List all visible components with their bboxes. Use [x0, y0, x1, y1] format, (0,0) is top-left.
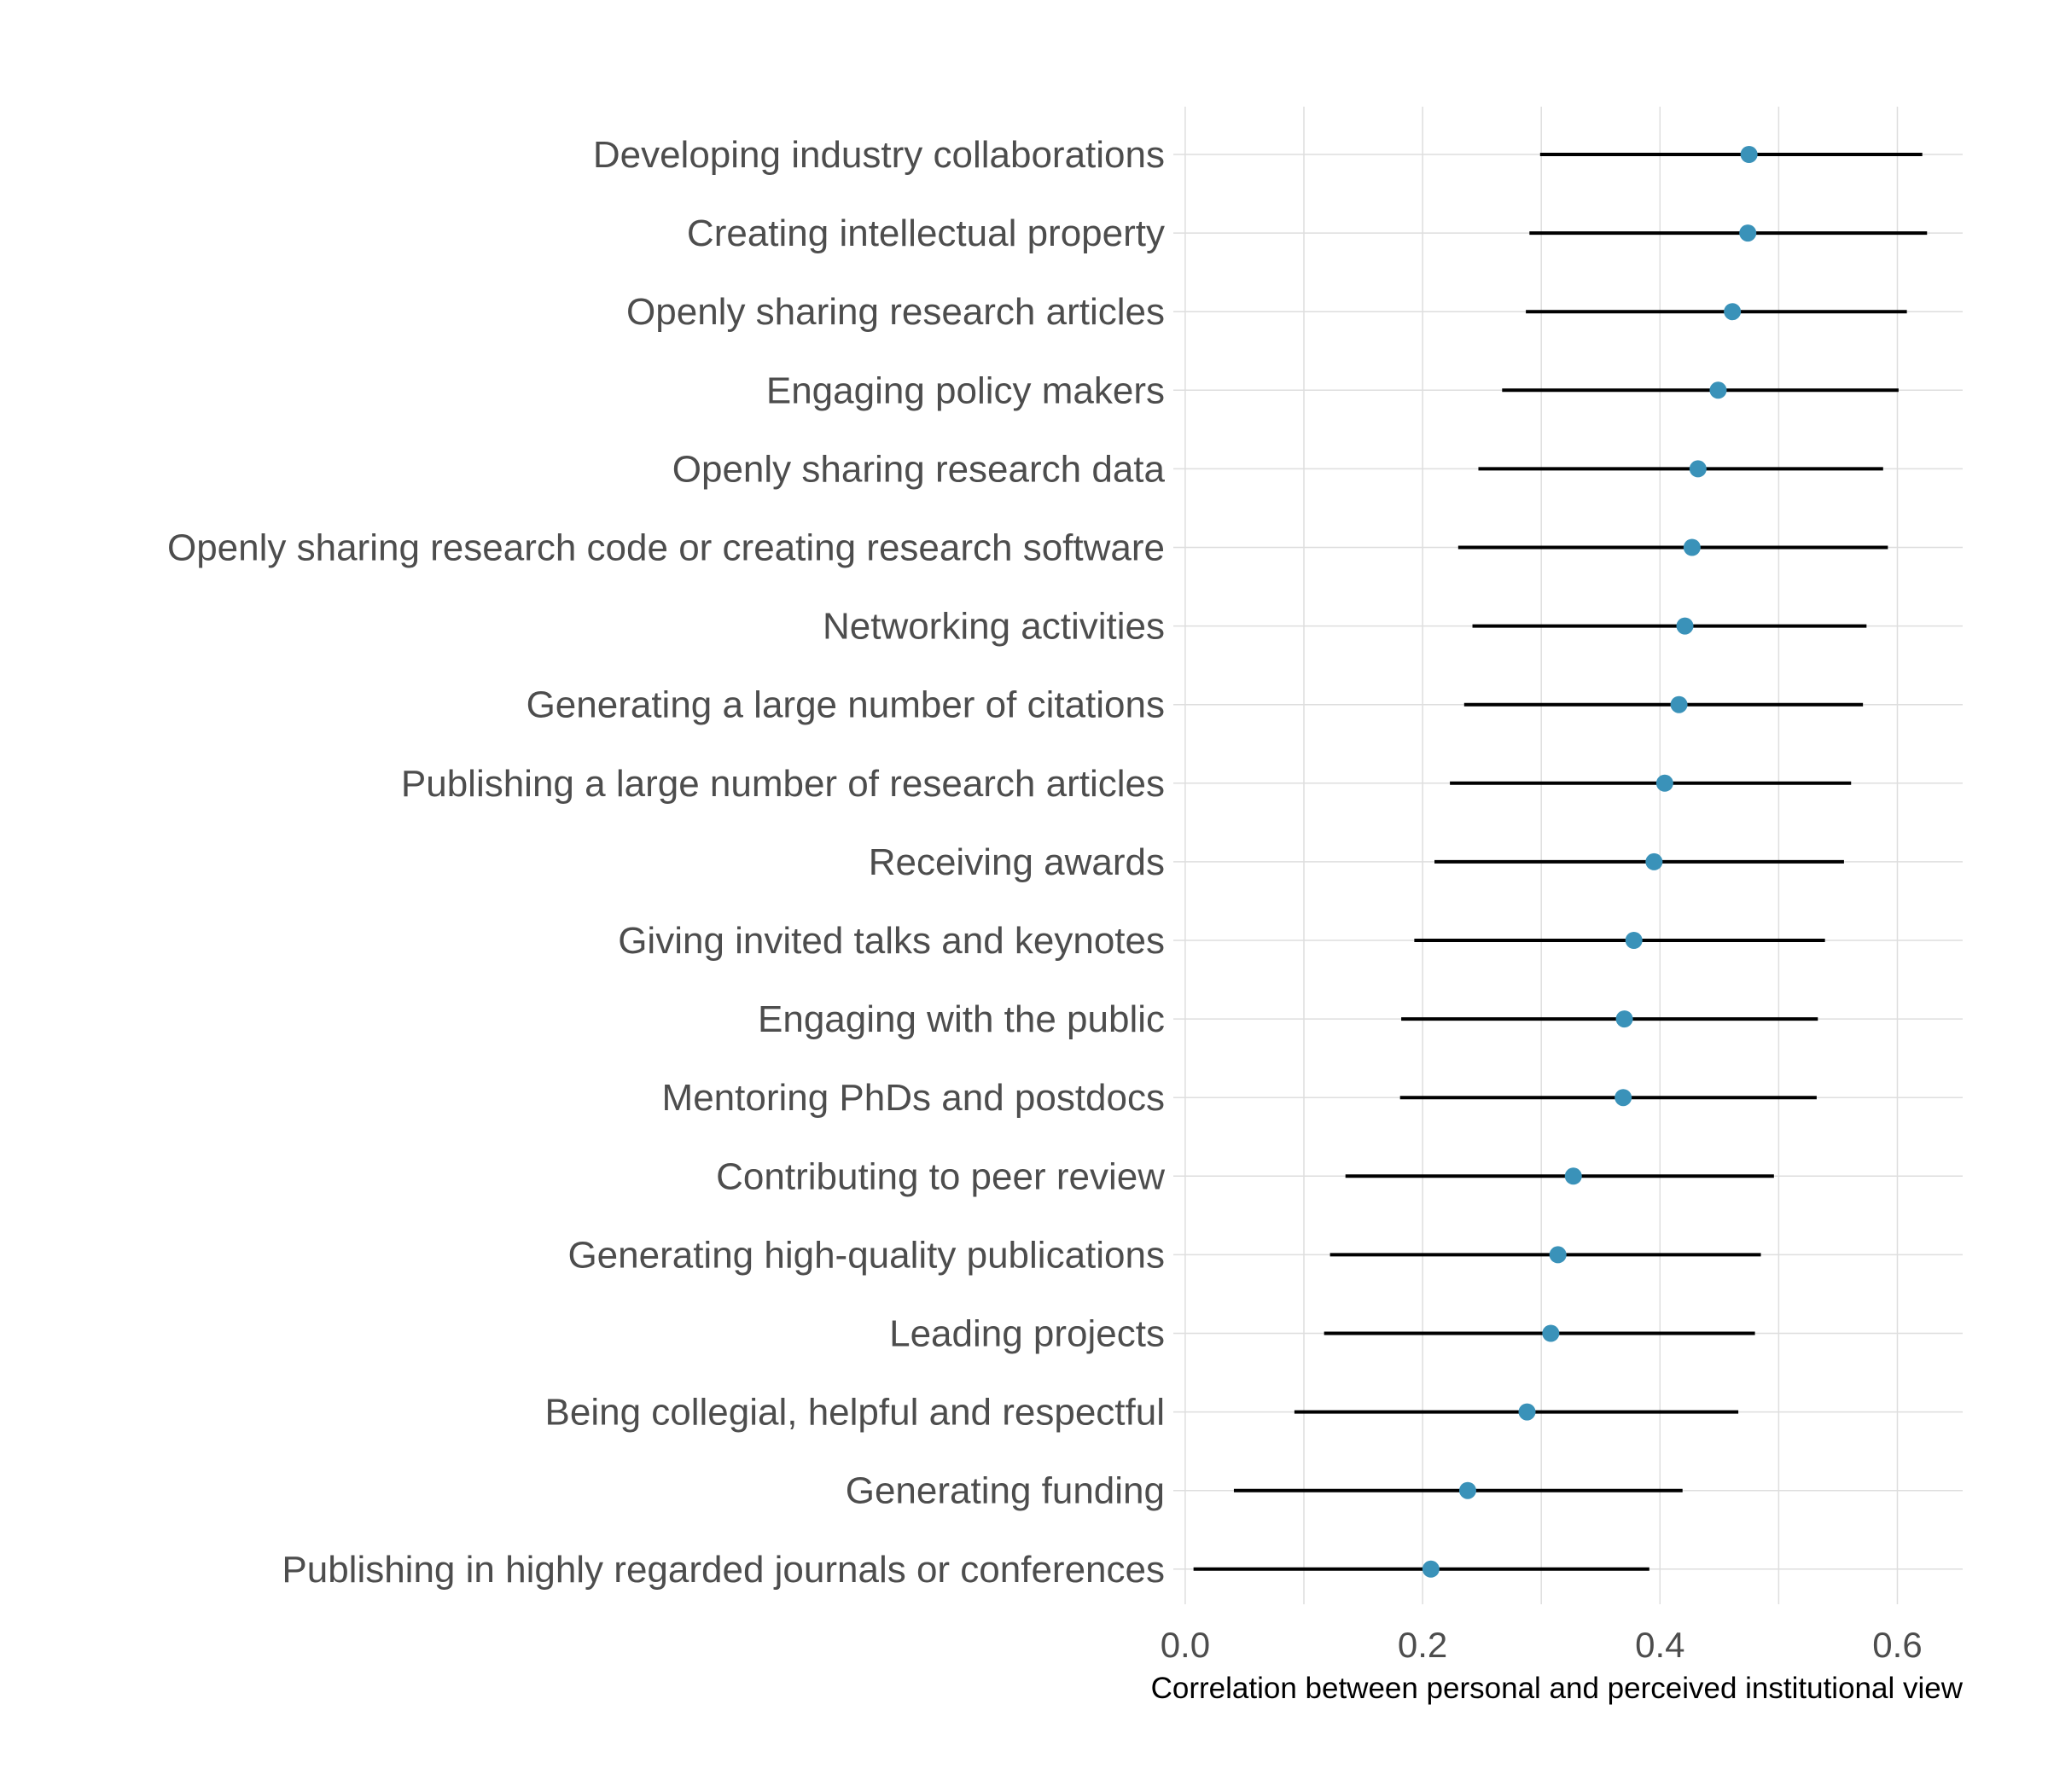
- category-label: Engaging policy makers: [766, 369, 1165, 411]
- point-estimate: [1670, 695, 1688, 713]
- point-estimate: [1625, 932, 1643, 949]
- x-tick-label: 0.4: [1635, 1625, 1684, 1665]
- category-label: Giving invited talks and keynotes: [618, 920, 1165, 962]
- category-label: Engaging with the public: [758, 998, 1165, 1040]
- category-label: Generating funding: [846, 1470, 1165, 1512]
- point-estimate: [1739, 224, 1757, 242]
- category-label: Mentoring PhDs and postdocs: [662, 1077, 1165, 1119]
- point-estimate: [1549, 1246, 1567, 1264]
- x-tick-label: 0.6: [1872, 1625, 1922, 1665]
- category-label: Networking activities: [823, 606, 1165, 648]
- category-label: Leading projects: [889, 1313, 1165, 1355]
- point-estimate: [1518, 1403, 1536, 1421]
- category-label: Openly sharing research articles: [626, 291, 1165, 333]
- point-estimate: [1615, 1010, 1633, 1028]
- category-label: Openly sharing research code or creating…: [167, 527, 1165, 569]
- category-label: Receiving awards: [869, 841, 1165, 883]
- point-estimate: [1422, 1560, 1440, 1578]
- category-label: Publishing in highly regarded journals o…: [282, 1549, 1165, 1591]
- point-estimate: [1564, 1167, 1582, 1185]
- category-label: Creating intellectual property: [687, 212, 1165, 254]
- point-estimate: [1676, 617, 1694, 635]
- x-tick-label: 0.2: [1398, 1625, 1447, 1665]
- category-labels: Developing industry collaborations Creati…: [167, 134, 1166, 1591]
- point-estimates: [1422, 146, 1758, 1578]
- category-label: Openly sharing research data: [672, 448, 1166, 490]
- category-label: Contributing to peer review: [716, 1155, 1165, 1197]
- category-label: Being collegial, helpful and respectful: [545, 1392, 1165, 1434]
- category-label: Developing industry collaborations: [593, 134, 1165, 176]
- point-estimate: [1709, 381, 1727, 399]
- x-tick-label: 0.0: [1161, 1625, 1210, 1665]
- x-axis-title: Correlation between personal and perceiv…: [1151, 1672, 1964, 1705]
- confidence-intervals: [1193, 153, 1928, 1571]
- point-estimate: [1689, 460, 1707, 478]
- point-estimate: [1542, 1324, 1560, 1342]
- point-estimate: [1615, 1089, 1632, 1107]
- point-estimate: [1655, 774, 1673, 792]
- point-estimate: [1683, 538, 1701, 556]
- category-label: Publishing a large number of research ar…: [401, 763, 1165, 805]
- point-estimate: [1645, 852, 1663, 870]
- category-label: Generating a large number of citations: [527, 684, 1165, 726]
- grid-lines: [1173, 107, 1963, 1604]
- point-estimate: [1740, 146, 1758, 163]
- point-estimate: [1458, 1481, 1476, 1499]
- category-label: Generating high-quality publications: [567, 1234, 1165, 1276]
- x-axis-ticks: 0.0 0.2 0.4 0.6: [1161, 1625, 1923, 1665]
- point-estimate: [1724, 303, 1742, 321]
